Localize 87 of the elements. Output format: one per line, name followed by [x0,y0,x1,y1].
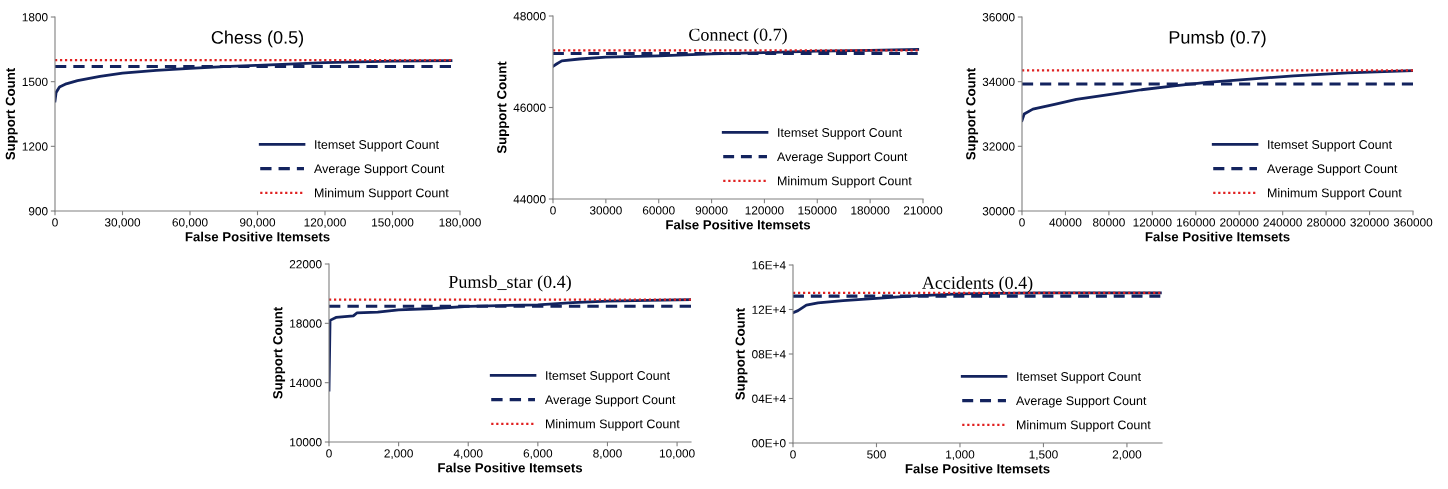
x-tick-label: 4,000 [453,449,483,460]
y-tick-label: 16E+4 [752,261,786,270]
y-tick-label: 04E+4 [752,394,786,403]
legend-label: Itemset Support Count [315,140,439,152]
legend-label: Minimum Support Count [1268,188,1402,200]
x-tick-label: 0 [1019,218,1025,227]
x-tick-label: 1,500 [1029,450,1058,461]
x-tick-label: 30,000 [104,218,141,229]
y-tick-label: 00E+0 [752,439,786,448]
x-tick-label: 0 [550,206,556,215]
x-tick-label: 200000 [1220,218,1259,227]
x-axis-title: False Positive Itemsets [438,462,583,473]
x-tick-label: 0 [790,450,796,459]
x-tick-label: 120000 [745,206,784,215]
y-tick-label: 36000 [982,13,1015,22]
y-axis-title: Support Count [735,307,748,400]
x-tick-label: 150,000 [372,218,414,229]
legend-label: Average Support Count [1016,396,1147,408]
line-series [1022,69,1413,122]
x-axis-title: False Positive Itemsets [1145,231,1290,242]
text: Connect (0.7) [689,28,787,45]
y-tick-label: 44000 [513,195,546,204]
y-tick-label: 12E+4 [752,305,786,314]
legend-label: Average Support Count [1267,164,1398,176]
x-tick-label: 320000 [1350,218,1389,227]
y-tick-label: 46000 [513,103,546,112]
x-tick-label: 90000 [695,206,728,215]
x-tick-label: 120,000 [304,218,346,229]
legend-label: Average Support Count [777,152,908,164]
x-tick-label: 240000 [1263,218,1302,227]
x-axis-title: False Positive Itemsets [905,463,1050,474]
x-axis-title: False Positive Itemsets [666,219,811,230]
x-tick-label: 10,000 [659,449,695,460]
x-tick-label: 60,000 [172,218,208,229]
y-axis-title: Support Count [966,67,979,160]
x-tick-label: 30000 [589,206,622,215]
x-tick-label: 280000 [1307,218,1346,227]
line-series [55,59,453,103]
legend-label: Average Support Count [545,395,676,407]
legend-label: Minimum Support Count [778,176,912,188]
y-tick-label: 34000 [982,77,1015,87]
legend-label: Minimum Support Count [546,419,680,431]
legend-label: Itemset Support Count [546,371,670,383]
y-tick-label: 08E+4 [752,350,786,359]
x-tick-label: 1,000 [946,450,975,461]
legend-label: Itemset Support Count [1268,140,1392,152]
text: Pumsb_star (0.4) [448,275,571,292]
x-tick-label: 60000 [642,206,675,215]
x-tick-label: 2,000 [1112,450,1142,461]
legend-label: Minimum Support Count [315,188,449,200]
y-tick-label: 22000 [289,260,322,269]
legend-label: Minimum Support Count [1017,420,1151,432]
x-tick-label: 180,000 [439,218,481,229]
legend-label: Itemset Support Count [778,128,902,140]
y-tick-label: 1500 [22,77,48,87]
y-axis-title: Support Count [497,61,510,154]
x-tick-label: 150000 [798,206,837,215]
x-tick-label: 120000 [1133,218,1172,227]
y-tick-label: 900 [28,207,48,216]
x-tick-label: 80000 [1092,218,1125,227]
x-tick-label: 2,000 [384,449,413,460]
y-tick-label: 48000 [513,12,546,21]
y-axis-title: Support Count [273,306,286,399]
text: Pumsb (0.7) [1169,30,1266,48]
x-tick-label: 40000 [1049,218,1082,227]
x-tick-label: 500 [867,450,886,459]
x-tick-label: 160000 [1176,218,1216,227]
text: Chess (0.5) [211,30,304,48]
y-tick-label: 14000 [290,378,322,388]
x-tick-label: 210000 [903,206,943,215]
x-tick-label: 6,000 [523,449,553,460]
x-tick-label: 180000 [851,206,890,215]
y-tick-label: 32000 [982,142,1015,151]
x-axis-title: False Positive Itemsets [185,231,330,242]
y-axis-title: Support Count [5,67,18,160]
x-tick-label: 360000 [1393,218,1433,227]
x-tick-label: 0 [326,449,332,458]
x-tick-label: 8,000 [593,449,622,460]
x-tick-label: 90,000 [240,218,276,229]
legend-label: Average Support Count [314,164,445,176]
y-tick-label: 1200 [22,142,48,151]
x-tick-label: 0 [52,218,58,227]
y-tick-label: 1800 [22,13,48,22]
legend-label: Itemset Support Count [1017,372,1141,384]
text: Accidents (0.4) [922,276,1033,293]
y-tick-label: 10000 [290,438,322,447]
y-tick-label: 18000 [290,319,322,328]
